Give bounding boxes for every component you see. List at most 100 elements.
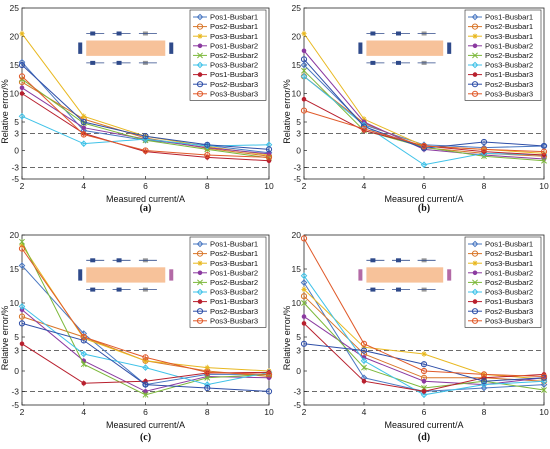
data-point <box>360 340 368 347</box>
legend-marker <box>472 270 478 276</box>
data-point <box>265 388 273 395</box>
data-point <box>421 389 427 394</box>
y-tick-label: -5 <box>11 400 19 410</box>
y-tick-label: 15 <box>10 264 20 274</box>
legend-entry: Pos2-Busbar1 <box>210 22 258 31</box>
chart-panel-b: 2 4 6 8 10 -5-3 0 35 10 15 20 25 Measured current/A R… <box>282 3 549 214</box>
legend-marker <box>471 240 479 248</box>
data-point <box>80 118 87 126</box>
data-point <box>204 369 211 376</box>
x-tick-label: 4 <box>81 181 86 191</box>
x-axis-label: Measured current/A <box>106 420 185 430</box>
legend-entry: Pos1-Busbar3 <box>485 297 533 306</box>
sensor-chip-icon <box>358 269 363 281</box>
legend-entry: Pos1-Busbar1 <box>485 13 533 22</box>
legend-marker <box>471 317 479 324</box>
legend-marker <box>196 61 204 69</box>
y-tick-label: 25 <box>10 3 20 13</box>
x-tick-label: 8 <box>205 181 210 191</box>
legend-entry: Pos1-Busbar2 <box>485 268 533 277</box>
legend-entry: Pos2-Busbar3 <box>210 80 258 89</box>
sensor-chip-icon <box>78 42 83 54</box>
data-point <box>204 151 211 159</box>
legend-marker <box>196 23 204 30</box>
y-tick-label: 10 <box>292 89 302 99</box>
x-tick-label: 10 <box>539 407 549 417</box>
data-point <box>265 154 273 161</box>
y-tick-label: 15 <box>10 60 20 70</box>
y-axis-label: Relative error/% <box>0 306 10 371</box>
y-tick-label: 5 <box>296 332 301 342</box>
data-point <box>300 279 308 286</box>
series-pos3-busbar3 <box>300 107 548 155</box>
data-point <box>19 31 25 37</box>
data-point <box>81 380 87 386</box>
legend-marker <box>197 270 203 276</box>
data-point <box>480 146 488 153</box>
legend-marker <box>196 13 204 21</box>
legend-entry: Pos1-Busbar2 <box>210 268 258 277</box>
y-tick-label: -5 <box>11 174 19 184</box>
data-point <box>18 262 26 269</box>
data-point <box>420 361 428 368</box>
y-axis-label: Relative error/% <box>282 79 292 144</box>
data-point <box>300 73 308 80</box>
legend-marker <box>197 43 203 49</box>
busbar-inset-diagram <box>354 255 456 295</box>
panel-caption: (c) <box>140 432 151 443</box>
legend-entry: Pos1-Busbar3 <box>485 70 533 79</box>
data-point <box>300 272 308 280</box>
data-point <box>204 365 210 371</box>
legend-marker <box>471 288 479 296</box>
data-point <box>540 142 548 150</box>
data-point <box>420 142 428 150</box>
y-tick-label: 10 <box>10 89 20 99</box>
data-point <box>361 378 367 384</box>
x-axis-label: Measured current/A <box>384 194 463 204</box>
sensor-chip-icon <box>447 42 452 54</box>
x-tick-label: 6 <box>143 407 148 417</box>
data-point <box>420 391 428 399</box>
data-point <box>80 333 87 341</box>
legend-marker <box>472 260 478 266</box>
y-tick-label: 10 <box>292 298 302 308</box>
legend-entry: Pos1-Busbar1 <box>210 240 258 249</box>
data-point <box>301 314 307 319</box>
legend-marker <box>472 72 478 77</box>
legend-marker <box>472 299 478 304</box>
data-point <box>480 371 488 378</box>
data-point <box>301 286 307 292</box>
chart-panel-a: 2 4 6 8 10 -5-3 0 35 10 15 20 25 Measured current/A R… <box>0 3 274 214</box>
x-tick-label: 8 <box>482 181 487 191</box>
data-point <box>421 351 427 357</box>
y-tick-label: -3 <box>11 163 19 173</box>
y-tick-label: 3 <box>296 346 301 356</box>
busbar-bar-icon <box>366 40 444 56</box>
data-point <box>300 235 308 242</box>
data-point <box>19 91 25 96</box>
data-point <box>19 242 25 248</box>
y-tick-label: 5 <box>14 332 19 342</box>
data-point <box>142 354 149 361</box>
sensor-chip-icon <box>169 269 174 281</box>
legend-entry: Pos2-Busbar1 <box>210 249 258 258</box>
data-point <box>300 56 308 63</box>
legend-entry: Pos3-Busbar1 <box>485 259 533 268</box>
sensor-chip-icon <box>447 269 452 281</box>
data-point <box>142 133 149 140</box>
busbar-bar-icon <box>86 40 166 56</box>
data-point <box>301 67 307 74</box>
data-point <box>421 378 427 384</box>
data-point <box>480 378 488 385</box>
sensor-chip-icon <box>169 42 174 54</box>
y-tick-label: 10 <box>10 298 20 308</box>
series-pos2-busbar3 <box>18 61 273 153</box>
x-tick-label: 10 <box>264 407 274 417</box>
y-tick-label: 0 <box>14 366 19 376</box>
data-point <box>301 321 307 326</box>
x-tick-label: 10 <box>264 181 274 191</box>
legend: Pos1-Busbar1Pos2-Busbar1Pos3-Busbar1Pos1… <box>189 9 267 101</box>
busbar-bar-icon <box>86 267 166 283</box>
data-point <box>300 293 308 300</box>
data-point <box>81 125 87 130</box>
